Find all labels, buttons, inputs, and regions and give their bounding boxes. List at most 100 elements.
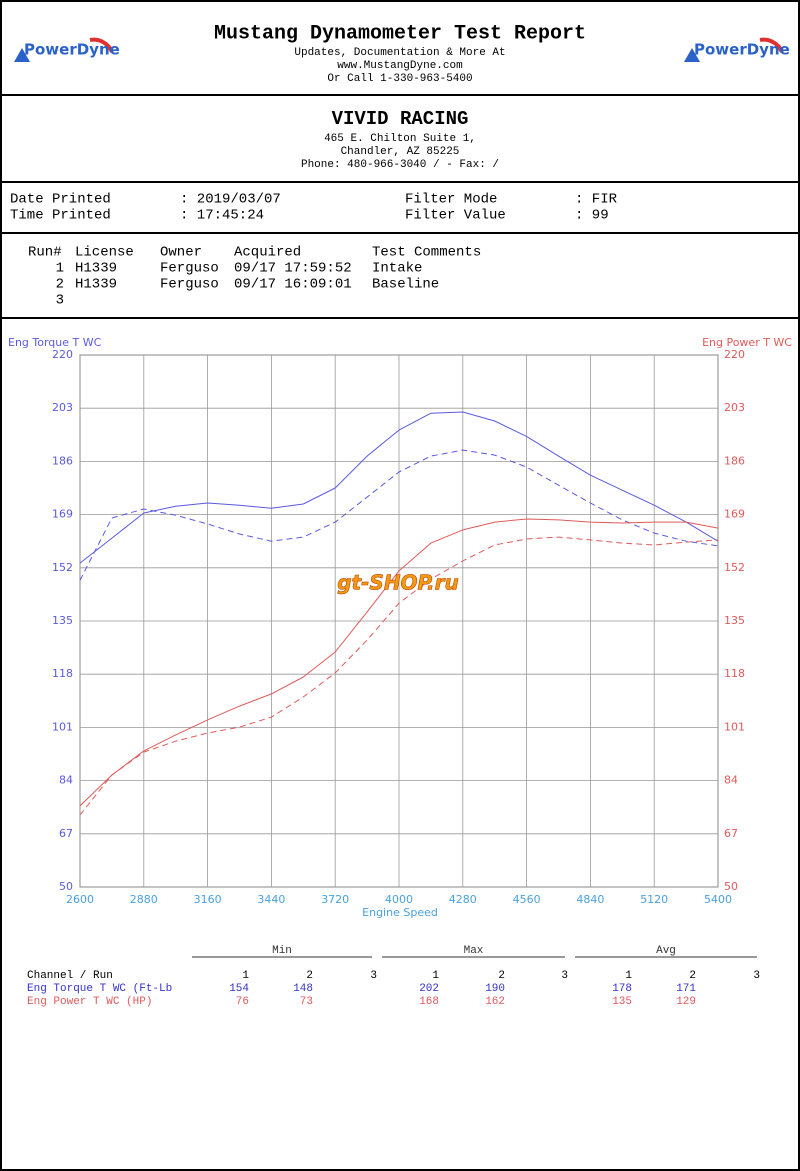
y2-tick-label: 220 bbox=[724, 348, 745, 361]
x-tick-label: 4000 bbox=[385, 893, 413, 906]
runs-cell: H1339 bbox=[75, 277, 117, 293]
stats-run: 1 bbox=[432, 970, 439, 982]
stats-label: Eng Power T WC (HP) bbox=[27, 996, 152, 1008]
runs-cell: 09/17 17:59:52 bbox=[234, 261, 352, 277]
x-tick-label: 5120 bbox=[640, 893, 668, 906]
runs-header: Acquired bbox=[234, 245, 301, 261]
stats-value: 73 bbox=[300, 996, 313, 1008]
stats-run: 1 bbox=[242, 970, 249, 982]
y-tick-label: 169 bbox=[52, 508, 73, 521]
shop-line: Phone: 480-966-3040 / - Fax: / bbox=[301, 159, 499, 171]
stats-group: Max bbox=[464, 945, 484, 957]
stats-channel-header: Channel / Run bbox=[27, 970, 113, 982]
info-cell: Filter Value bbox=[405, 208, 506, 224]
x-tick-label: 3720 bbox=[321, 893, 349, 906]
shop-line: 465 E. Chilton Suite 1, bbox=[324, 133, 476, 145]
runs-header: Test Comments bbox=[372, 245, 481, 261]
stats-group: Min bbox=[272, 945, 292, 957]
header-line: www.MustangDyne.com bbox=[337, 60, 463, 72]
shop-name: VIVID RACING bbox=[332, 108, 469, 130]
runs-cell: 3 bbox=[56, 293, 64, 309]
stats-run: 3 bbox=[753, 970, 760, 982]
logo-left: PowerDyne bbox=[14, 37, 120, 62]
y2-axis-label: Eng Power T WC bbox=[702, 336, 792, 349]
y2-tick-label: 203 bbox=[724, 401, 745, 414]
stats-value: 162 bbox=[485, 996, 505, 1008]
info-cell: : 99 bbox=[575, 208, 609, 224]
x-tick-label: 4840 bbox=[576, 893, 604, 906]
y2-tick-label: 84 bbox=[724, 774, 738, 787]
series-line bbox=[79, 411, 719, 564]
stats-value: 148 bbox=[293, 983, 313, 995]
stats-value: 76 bbox=[236, 996, 249, 1008]
info-cell: : 17:45:24 bbox=[180, 208, 264, 224]
info-cell: : 2019/03/07 bbox=[180, 192, 281, 208]
y2-tick-label: 67 bbox=[724, 827, 738, 840]
runs-cell: Ferguso bbox=[160, 277, 219, 293]
y2-tick-label: 152 bbox=[724, 561, 745, 574]
y2-tick-label: 101 bbox=[724, 720, 745, 733]
stats-value: 178 bbox=[612, 983, 632, 995]
stats-value: 202 bbox=[419, 983, 439, 995]
y-axis-label: Eng Torque T WC bbox=[8, 336, 102, 349]
stats-label: Eng Torque T WC (Ft-Lb bbox=[27, 983, 172, 995]
stats-value: 171 bbox=[676, 983, 696, 995]
y2-tick-label: 50 bbox=[724, 880, 738, 893]
y2-tick-label: 118 bbox=[724, 667, 745, 680]
stats-run: 1 bbox=[625, 970, 632, 982]
stats-value: 168 bbox=[419, 996, 439, 1008]
stats-run: 2 bbox=[498, 970, 505, 982]
x-axis-label: Engine Speed bbox=[362, 906, 438, 919]
stats-run: 3 bbox=[561, 970, 568, 982]
x-tick-label: 2880 bbox=[130, 893, 158, 906]
runs-cell: Ferguso bbox=[160, 261, 219, 277]
runs-cell: H1339 bbox=[75, 261, 117, 277]
y2-tick-label: 135 bbox=[724, 614, 745, 627]
y-tick-label: 220 bbox=[52, 348, 73, 361]
logo-text: PowerDyne bbox=[694, 41, 790, 59]
logo-right: PowerDyne bbox=[684, 37, 790, 62]
y2-tick-label: 186 bbox=[724, 454, 745, 467]
runs-cell: 2 bbox=[56, 277, 64, 293]
y-tick-label: 101 bbox=[52, 720, 73, 733]
y-tick-label: 50 bbox=[59, 880, 73, 893]
x-tick-label: 3160 bbox=[194, 893, 222, 906]
header-line: Or Call 1-330-963-5400 bbox=[327, 73, 472, 85]
stats-value: 129 bbox=[676, 996, 696, 1008]
runs-cell: 1 bbox=[56, 261, 64, 277]
y-tick-label: 203 bbox=[52, 401, 73, 414]
runs-cell: 09/17 16:09:01 bbox=[234, 277, 352, 293]
x-tick-label: 4560 bbox=[513, 893, 541, 906]
series-line bbox=[79, 518, 719, 807]
runs-header: Run# bbox=[28, 245, 62, 261]
runs-header: Owner bbox=[160, 245, 202, 261]
runs-cell: Intake bbox=[372, 261, 422, 277]
y-tick-label: 118 bbox=[52, 667, 73, 680]
stats-run: 3 bbox=[370, 970, 377, 982]
info-cell: Date Printed bbox=[10, 192, 111, 208]
series-line bbox=[79, 536, 719, 816]
info-cell: Filter Mode bbox=[405, 192, 497, 208]
y2-tick-label: 169 bbox=[724, 508, 745, 521]
shop-line: Chandler, AZ 85225 bbox=[341, 146, 460, 158]
header-line: Updates, Documentation & More At bbox=[294, 47, 505, 59]
y-tick-label: 186 bbox=[52, 454, 73, 467]
info-cell: Time Printed bbox=[10, 208, 111, 224]
x-tick-label: 5400 bbox=[704, 893, 732, 906]
y-tick-label: 84 bbox=[59, 774, 73, 787]
stats-value: 154 bbox=[229, 983, 249, 995]
series-line bbox=[79, 449, 719, 581]
x-tick-label: 3440 bbox=[257, 893, 285, 906]
stats-value: 190 bbox=[485, 983, 505, 995]
stats-run: 2 bbox=[306, 970, 313, 982]
stats-value: 135 bbox=[612, 996, 632, 1008]
stats-run: 2 bbox=[689, 970, 696, 982]
logo-text: PowerDyne bbox=[24, 41, 120, 59]
watermark: gt-SHOP.ru bbox=[337, 571, 459, 595]
runs-header: License bbox=[75, 245, 134, 261]
x-tick-label: 4280 bbox=[449, 893, 477, 906]
stats-group: Avg bbox=[656, 945, 676, 957]
y-tick-label: 135 bbox=[52, 614, 73, 627]
x-tick-label: 2600 bbox=[66, 893, 94, 906]
